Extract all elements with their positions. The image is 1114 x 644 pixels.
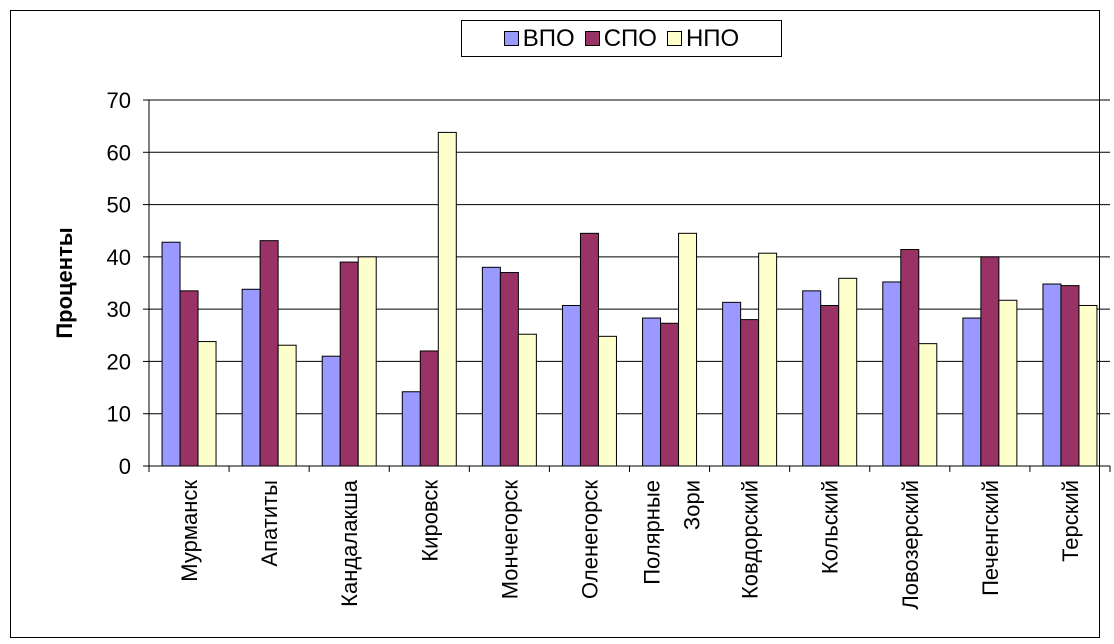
x-category-label: Ковдорский	[738, 480, 763, 599]
bar-нпо-8	[838, 277, 858, 467]
bar-нпо-9	[918, 343, 938, 467]
bar-спо-2	[339, 261, 359, 467]
legend-label-vpo: ВПО	[522, 24, 575, 52]
bar-спо-3	[419, 350, 439, 467]
x-category-label: Зори	[680, 480, 705, 530]
y-tick-label: 60	[107, 140, 131, 165]
bar-впо-2	[321, 355, 341, 467]
bar-нпо-10	[998, 299, 1018, 467]
bar-впо-1	[241, 288, 261, 467]
bar-спо-10	[980, 256, 1000, 467]
x-category-label: Мурманск	[177, 480, 202, 582]
labels-layer: 0 10 20 30 40 50 60 70 Проценты Мурманск Апатиты Ка…	[52, 88, 1083, 610]
bar-впо-7	[722, 301, 742, 467]
x-category-label: Полярные	[640, 480, 665, 585]
legend-item-vpo: ВПО	[503, 24, 575, 53]
legend-item-npo: НПО	[666, 24, 740, 53]
x-category-label: Кольский	[818, 480, 843, 574]
bars-layer	[161, 131, 1098, 467]
bar-спо-4	[499, 272, 519, 467]
bar-нпо-5	[597, 335, 617, 467]
bar-нпо-2	[357, 256, 377, 467]
y-axis-label: Проценты	[52, 227, 77, 338]
x-category-label: Терский	[1058, 480, 1083, 562]
y-tick-label: 0	[119, 454, 131, 479]
bar-нпо-1	[277, 344, 297, 467]
bar-спо-11	[1060, 285, 1080, 467]
bar-нпо-0	[197, 341, 217, 467]
bar-нпо-3	[437, 131, 457, 467]
y-tick-label: 50	[107, 193, 131, 218]
bar-впо-4	[481, 266, 501, 467]
bar-нпо-6	[678, 232, 698, 467]
bar-спо-9	[900, 249, 920, 467]
bar-спо-7	[740, 319, 760, 467]
x-category-label: Кандалакша	[337, 479, 362, 607]
y-tick-label: 10	[107, 402, 131, 427]
bar-нпо-7	[758, 252, 778, 467]
bar-спо-8	[820, 304, 840, 467]
bar-впо-5	[561, 304, 581, 467]
legend-swatch-spo	[584, 31, 600, 46]
y-tick-label: 70	[107, 88, 131, 113]
axes-layer	[143, 99, 1111, 472]
x-category-label: Печенгский	[978, 480, 1003, 596]
bar-нпо-4	[517, 333, 537, 467]
x-category-label: Кировск	[417, 480, 442, 562]
x-category-label: Ловозерский	[898, 480, 923, 610]
legend-label-spo: СПО	[603, 24, 657, 52]
legend-swatch-npo	[666, 31, 682, 46]
bar-впо-10	[962, 317, 982, 467]
bar-впо-8	[802, 290, 822, 467]
legend-swatch-vpo	[503, 31, 519, 46]
bar-впо-6	[642, 317, 662, 467]
x-category-label: Апатиты	[257, 480, 282, 567]
legend-label-npo: НПО	[685, 24, 740, 52]
bar-спо-6	[660, 322, 680, 467]
bar-впо-9	[882, 281, 902, 467]
bar-спо-0	[179, 290, 199, 467]
bar-впо-0	[161, 241, 181, 467]
legend-item-spo: СПО	[584, 24, 657, 53]
chart-legend: ВПО СПО НПО	[461, 20, 782, 57]
grid-layer	[149, 99, 1110, 415]
y-tick-label: 40	[107, 245, 131, 270]
bar-спо-1	[259, 240, 279, 467]
bar-нпо-11	[1078, 304, 1098, 467]
bar-впо-11	[1042, 283, 1062, 467]
y-tick-label: 20	[107, 349, 131, 374]
bar-впо-3	[401, 391, 421, 467]
bar-спо-5	[579, 232, 599, 467]
x-category-label: Мончегорск	[497, 480, 522, 600]
y-tick-label: 30	[107, 297, 131, 322]
x-category-label: Оленегорск	[577, 480, 602, 599]
